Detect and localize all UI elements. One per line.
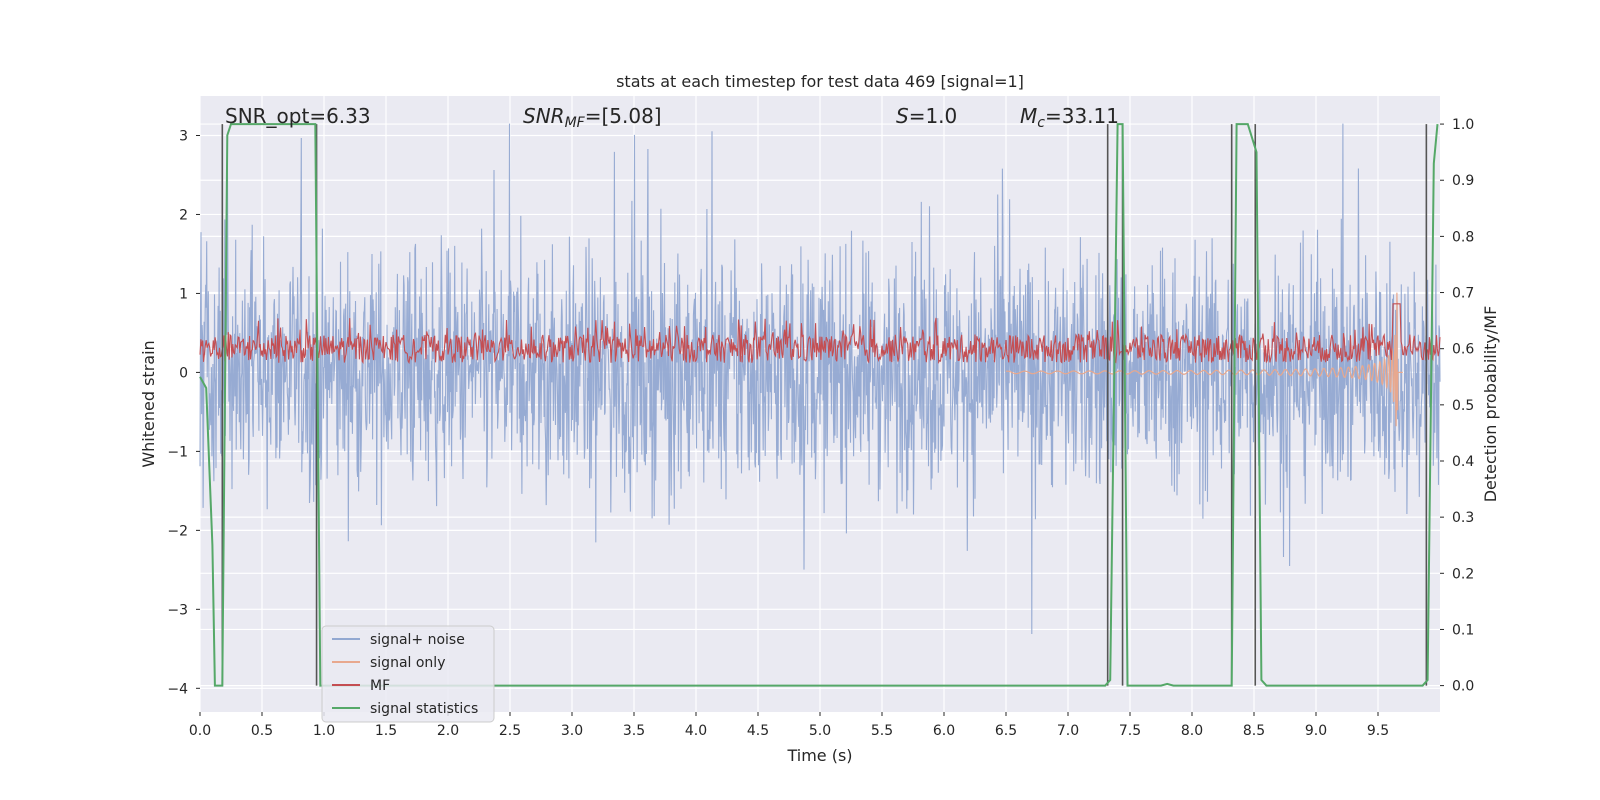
y-right-tick-label: 0.6 xyxy=(1452,342,1474,358)
y-right-tick-label: 0.3 xyxy=(1452,510,1474,526)
x-tick-label: 2.0 xyxy=(437,723,459,739)
x-tick-label: 7.5 xyxy=(1119,723,1141,739)
x-axis-label: Time (s) xyxy=(786,746,852,765)
y-axis-label: Whitened strain xyxy=(139,340,158,467)
x-tick-label: 9.0 xyxy=(1305,723,1327,739)
y-right-tick-label: 0.0 xyxy=(1452,679,1474,695)
legend-label-signal-only: signal only xyxy=(370,655,445,671)
x-tick-label: 0.0 xyxy=(189,723,211,739)
y-axis-right-label: Detection probability/MF xyxy=(1481,306,1500,503)
y-tick-label: 2 xyxy=(179,207,188,223)
annotation-mc: Mc=33.11 xyxy=(1020,104,1119,131)
line-mf xyxy=(199,303,1441,365)
legend: signal+ noise signal only MF signal stat… xyxy=(321,625,495,723)
x-tick-label: 4.0 xyxy=(685,723,707,739)
x-tick-label: 3.5 xyxy=(623,723,645,739)
y-tick-label: −3 xyxy=(167,602,188,618)
y-tick-label: −4 xyxy=(167,681,188,697)
x-tick-label: 7.0 xyxy=(1057,723,1079,739)
x-tick-label: 3.0 xyxy=(561,723,583,739)
y-tick-label: 3 xyxy=(179,128,188,144)
x-tick-label: 0.5 xyxy=(251,723,273,739)
line-signal-statistics xyxy=(199,123,1439,687)
x-tick-label: 2.5 xyxy=(499,723,521,739)
series-signal-statistics xyxy=(199,123,1439,687)
y-right-tick-label: 1.0 xyxy=(1452,117,1474,133)
y-right-tick-label: 0.4 xyxy=(1452,454,1474,470)
y-tick-label: −1 xyxy=(167,444,188,460)
legend-label-mf: MF xyxy=(370,678,390,694)
y-right-tick-label: 0.7 xyxy=(1452,286,1474,302)
y-tick-label: 0 xyxy=(179,365,188,381)
x-tick-label: 1.0 xyxy=(313,723,335,739)
x-tick-label: 8.5 xyxy=(1243,723,1265,739)
series-signal-noise xyxy=(199,123,1441,635)
annotation-snr-mf: SNRMF=[5.08] xyxy=(523,104,662,131)
legend-label-signal-noise: signal+ noise xyxy=(370,632,465,648)
series-mf xyxy=(199,303,1441,365)
y-right-tick-label: 0.9 xyxy=(1452,173,1474,189)
line-signal-only xyxy=(1005,292,1403,427)
legend-box xyxy=(321,625,495,723)
y-tick-label: 1 xyxy=(179,286,188,302)
x-tick-label: 1.5 xyxy=(375,723,397,739)
legend-label-signal-statistics: signal statistics xyxy=(370,701,478,717)
chart-title: stats at each timestep for test data 469… xyxy=(616,72,1024,91)
series-signal-only xyxy=(1005,292,1403,427)
y-right-tick-label: 0.8 xyxy=(1452,229,1474,245)
x-tick-label: 5.5 xyxy=(871,723,893,739)
x-tick-label: 5.0 xyxy=(809,723,831,739)
x-tick-label: 6.5 xyxy=(995,723,1017,739)
x-tick-label: 8.0 xyxy=(1181,723,1203,739)
line-signal-noise xyxy=(199,123,1441,635)
y-right-tick-label: 0.5 xyxy=(1452,398,1474,414)
ticks: 0.0 0.5 1.0 1.5 2.0 2.5 3.0 3.5 4.0 4.5 5.0 5.5 6.0 6… xyxy=(167,117,1474,739)
y-tick-label: −2 xyxy=(167,523,188,539)
x-tick-label: 4.5 xyxy=(747,723,769,739)
annotation-s: S=1.0 xyxy=(896,104,957,128)
x-tick-label: 9.5 xyxy=(1367,723,1389,739)
x-tick-label: 6.0 xyxy=(933,723,955,739)
annotation-snr-opt: SNR_opt=6.33 xyxy=(225,104,371,128)
y-right-tick-label: 0.1 xyxy=(1452,622,1474,638)
y-right-tick-label: 0.2 xyxy=(1452,566,1474,582)
